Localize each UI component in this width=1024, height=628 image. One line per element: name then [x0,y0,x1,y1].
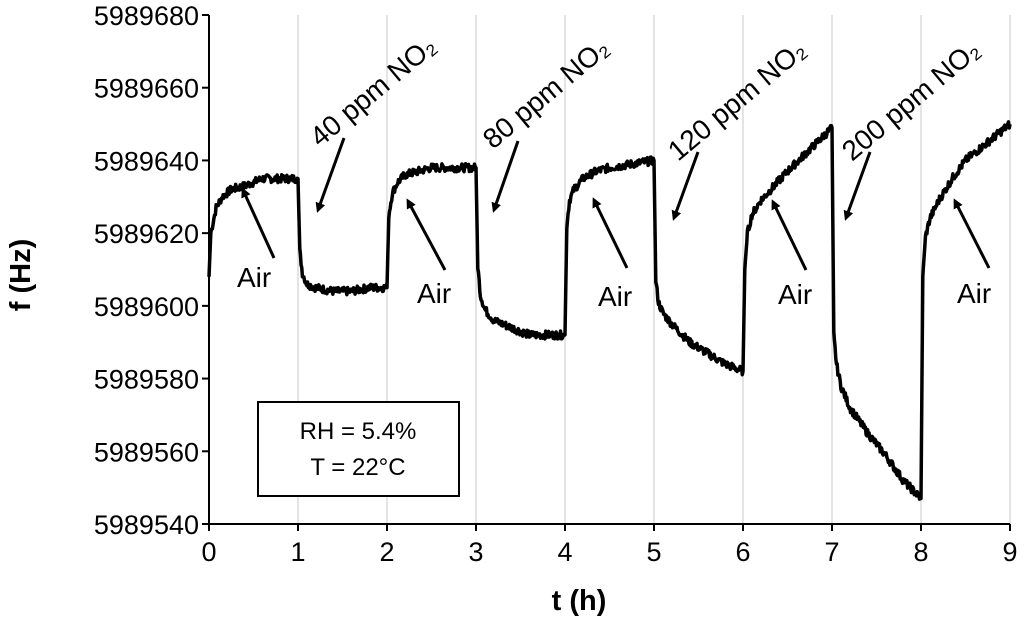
series-line [207,120,1012,501]
conditions-box-frame [257,401,460,497]
x-tick-labels: 0 1 2 3 4 5 6 7 8 9 [201,537,1017,567]
y-tick-label: 5989580 [94,365,199,395]
arrow-air-2 [406,198,447,271]
x-tick-label: 0 [201,537,216,567]
arrow-no2-200 [843,151,872,221]
arrow-air-4 [771,199,808,271]
x-tick-label: 4 [557,537,572,567]
arrow-no2-80 [491,140,520,213]
annotation-no2-200: 200 ppm NO₂ [836,34,986,167]
x-axis-title: t (h) [552,585,607,617]
conditions-box: RH = 5.4% T = 22°C [257,401,460,497]
y-tick-label: 5989600 [94,292,199,322]
x-tick-label: 7 [824,537,839,567]
annotation-air-4: Air [778,279,812,310]
y-tick-label: 5989660 [94,74,199,104]
x-tick-label: 8 [913,537,928,567]
conditions-rh: RH = 5.4% [300,418,417,445]
y-tick-labels: 5989540 5989560 5989580 5989600 5989620 59896… [94,1,209,540]
arrow-no2-40 [315,137,346,213]
conditions-t: T = 22°C [310,454,405,481]
x-tick-label: 9 [1002,537,1017,567]
annotation-no2-80: 80 ppm NO₂ [477,32,615,155]
arrow-air-5 [953,198,991,269]
annotation-air-5: Air [957,278,991,309]
y-tick-label: 5989560 [94,437,199,467]
y-tick-label: 5989620 [94,219,199,249]
x-tick-label: 5 [646,537,661,567]
x-tick-label: 2 [379,537,394,567]
annotation-air-2: Air [417,278,451,309]
annotation-air-1: Air [237,262,271,293]
arrow-air-1 [241,187,276,259]
y-tick-label: 5989540 [94,510,199,540]
x-tick-label: 6 [735,537,750,567]
arrow-no2-120 [671,151,700,221]
annotation-no2-40: 40 ppm NO₂ [304,30,442,153]
x-tick-label: 1 [290,537,305,567]
x-tick-label: 3 [468,537,483,567]
annotation-air-3: Air [598,281,632,312]
y-tick-label: 5989640 [94,146,199,176]
arrow-air-3 [592,197,629,269]
y-axis-title: f (Hz) [5,239,37,311]
y-tick-label: 5989680 [94,1,199,31]
annotation-no2-120: 120 ppm NO₂ [662,34,812,167]
